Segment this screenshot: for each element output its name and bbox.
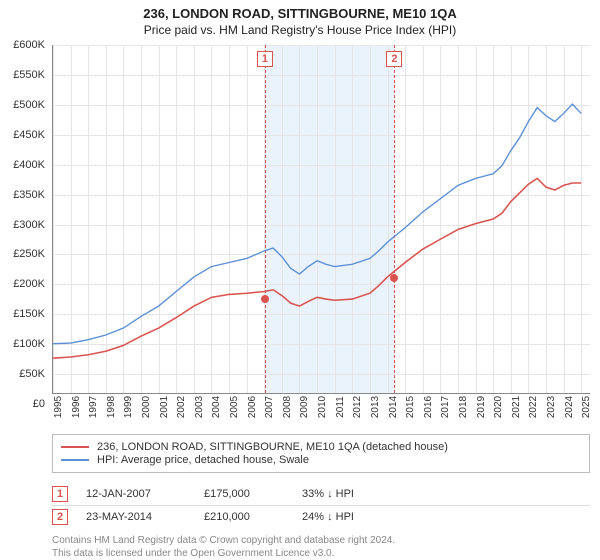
x-tick-label: 2023 bbox=[546, 396, 557, 418]
x-tick-label: 2003 bbox=[194, 396, 205, 418]
x-tick-label: 1999 bbox=[123, 396, 134, 418]
x-tick-label: 2021 bbox=[511, 396, 522, 418]
chart-subtitle: Price paid vs. HM Land Registry's House … bbox=[0, 23, 600, 37]
x-tick-label: 2020 bbox=[493, 396, 504, 418]
x-tick-label: 2000 bbox=[141, 396, 152, 418]
x-tick-label: 2006 bbox=[247, 396, 258, 418]
y-tick-label: £200K bbox=[13, 278, 45, 290]
x-tick-label: 2001 bbox=[159, 396, 170, 418]
y-tick-label: £450K bbox=[13, 129, 45, 141]
x-tick-label: 2013 bbox=[370, 396, 381, 418]
x-tick-label: 2025 bbox=[581, 396, 592, 418]
x-tick-label: 2005 bbox=[229, 396, 240, 418]
x-tick-label: 2007 bbox=[264, 396, 275, 418]
y-tick-label: £300K bbox=[13, 219, 45, 231]
sale-flag-number: 1 bbox=[52, 486, 68, 502]
y-tick-label: £100K bbox=[13, 338, 45, 350]
x-tick-label: 2009 bbox=[299, 396, 310, 418]
sale-row: 1 12-JAN-2007 £175,000 33% ↓ HPI bbox=[52, 483, 590, 506]
series-property bbox=[53, 178, 581, 358]
chart-plot-area: £0£50K£100K£150K£200K£250K£300K£350K£400… bbox=[52, 45, 590, 394]
footer: Contains HM Land Registry data © Crown c… bbox=[52, 534, 590, 560]
chart-container: 236, LONDON ROAD, SITTINGBOURNE, ME10 1Q… bbox=[0, 0, 600, 560]
sale-date: 12-JAN-2007 bbox=[86, 488, 186, 500]
y-tick-label: £0 bbox=[33, 398, 45, 410]
series-hpi bbox=[53, 104, 581, 344]
x-tick-label: 2012 bbox=[352, 396, 363, 418]
y-tick-label: £350K bbox=[13, 189, 45, 201]
sale-row: 2 23-MAY-2014 £210,000 24% ↓ HPI bbox=[52, 506, 590, 528]
y-tick-label: £150K bbox=[13, 308, 45, 320]
legend-label: HPI: Average price, detached house, Swal… bbox=[97, 454, 309, 466]
legend: 236, LONDON ROAD, SITTINGBOURNE, ME10 1Q… bbox=[52, 434, 590, 473]
sale-price: £175,000 bbox=[204, 488, 284, 500]
line-series-svg bbox=[53, 45, 590, 393]
y-tick-label: £50K bbox=[19, 368, 45, 380]
x-axis: 1995 1996 1997 1998 1999 2000 2001 2002 2003 2004… bbox=[53, 393, 590, 429]
y-tick-label: £250K bbox=[13, 248, 45, 260]
y-tick-label: £600K bbox=[13, 39, 45, 51]
x-tick-label: 2004 bbox=[211, 396, 222, 418]
legend-swatch bbox=[61, 459, 89, 461]
x-tick-label: 2002 bbox=[176, 396, 187, 418]
x-tick-label: 2010 bbox=[317, 396, 328, 418]
x-tick-label: 2018 bbox=[458, 396, 469, 418]
x-tick-label: 1995 bbox=[53, 396, 64, 418]
x-tick-label: 2008 bbox=[282, 396, 293, 418]
title-block: 236, LONDON ROAD, SITTINGBOURNE, ME10 1Q… bbox=[0, 0, 600, 41]
legend-label: 236, LONDON ROAD, SITTINGBOURNE, ME10 1Q… bbox=[97, 441, 448, 453]
sale-price: £210,000 bbox=[204, 511, 284, 523]
legend-row: 236, LONDON ROAD, SITTINGBOURNE, ME10 1Q… bbox=[61, 441, 581, 453]
x-tick-label: 2011 bbox=[335, 396, 346, 418]
sale-diff: 24% ↓ HPI bbox=[302, 511, 402, 523]
sale-diff: 33% ↓ HPI bbox=[302, 488, 402, 500]
x-tick-label: 1996 bbox=[71, 396, 82, 418]
x-tick-label: 1997 bbox=[88, 396, 99, 418]
sale-flag-number: 2 bbox=[52, 509, 68, 525]
y-tick-label: £400K bbox=[13, 159, 45, 171]
sale-date: 23-MAY-2014 bbox=[86, 511, 186, 523]
x-tick-label: 2016 bbox=[423, 396, 434, 418]
x-tick-label: 1998 bbox=[106, 396, 117, 418]
x-tick-label: 2017 bbox=[440, 396, 451, 418]
x-tick-label: 2015 bbox=[405, 396, 416, 418]
y-tick-label: £550K bbox=[13, 69, 45, 81]
x-tick-label: 2022 bbox=[528, 396, 539, 418]
y-tick-label: £500K bbox=[13, 99, 45, 111]
chart-title: 236, LONDON ROAD, SITTINGBOURNE, ME10 1Q… bbox=[0, 6, 600, 21]
x-tick-label: 2024 bbox=[564, 396, 575, 418]
sales-table: 1 12-JAN-2007 £175,000 33% ↓ HPI 2 23-MAY-201… bbox=[52, 483, 590, 528]
legend-swatch bbox=[61, 446, 89, 448]
y-axis: £0£50K£100K£150K£200K£250K£300K£350K£400… bbox=[1, 45, 49, 393]
x-tick-label: 2014 bbox=[388, 396, 399, 418]
footer-line: This data is licensed under the Open Gov… bbox=[52, 547, 590, 560]
x-tick-label: 2019 bbox=[476, 396, 487, 418]
footer-line: Contains HM Land Registry data © Crown c… bbox=[52, 534, 590, 547]
legend-row: HPI: Average price, detached house, Swal… bbox=[61, 454, 581, 466]
